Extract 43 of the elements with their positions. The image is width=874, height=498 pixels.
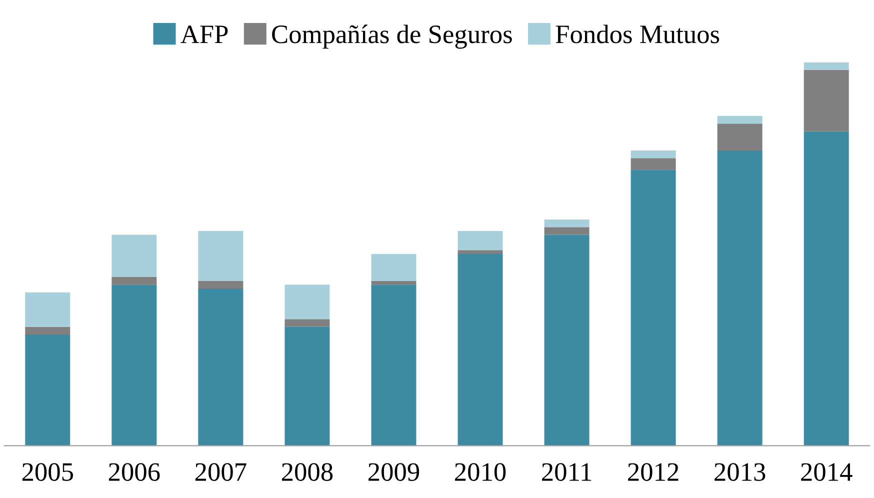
bar bbox=[458, 254, 503, 446]
bar bbox=[112, 284, 157, 446]
bar bbox=[112, 276, 157, 285]
bar bbox=[371, 280, 416, 285]
bar bbox=[284, 284, 330, 320]
bar bbox=[284, 326, 330, 446]
x-tick-label: 2014 bbox=[801, 463, 852, 481]
bar bbox=[284, 319, 330, 327]
bar bbox=[198, 280, 244, 288]
legend-label: Compañías de Seguros bbox=[272, 24, 512, 49]
bar bbox=[717, 150, 762, 446]
x-tick-label: 2008 bbox=[282, 463, 333, 481]
x-tick-label: 2005 bbox=[22, 463, 73, 481]
bar bbox=[25, 334, 70, 446]
x-tick-label: 2009 bbox=[368, 463, 420, 481]
bar bbox=[198, 230, 244, 281]
bar bbox=[25, 292, 70, 327]
bar bbox=[112, 234, 157, 277]
bar bbox=[371, 284, 416, 446]
x-tick-label: 2007 bbox=[195, 463, 246, 481]
legend-label: Fondos Mutuos bbox=[556, 24, 720, 44]
bar bbox=[544, 234, 590, 446]
x-tick-label: 2010 bbox=[455, 463, 506, 481]
bar bbox=[458, 250, 503, 254]
bar bbox=[804, 131, 849, 446]
bar bbox=[544, 227, 590, 235]
legend-label: AFP bbox=[180, 26, 228, 44]
bar bbox=[458, 230, 503, 250]
bar bbox=[198, 288, 244, 446]
bar bbox=[717, 124, 762, 150]
bar bbox=[25, 326, 70, 335]
x-tick-label: 2006 bbox=[108, 463, 160, 481]
x-tick-label: 2012 bbox=[628, 463, 678, 481]
bar bbox=[804, 70, 849, 132]
bar bbox=[630, 158, 676, 170]
x-tick-label: 2013 bbox=[714, 463, 766, 481]
bar bbox=[371, 254, 416, 281]
bar bbox=[804, 62, 849, 70]
bar bbox=[630, 170, 676, 446]
bar bbox=[717, 116, 762, 124]
bar bbox=[544, 219, 590, 228]
bar bbox=[630, 150, 676, 158]
x-tick-label: 2011 bbox=[542, 463, 592, 481]
